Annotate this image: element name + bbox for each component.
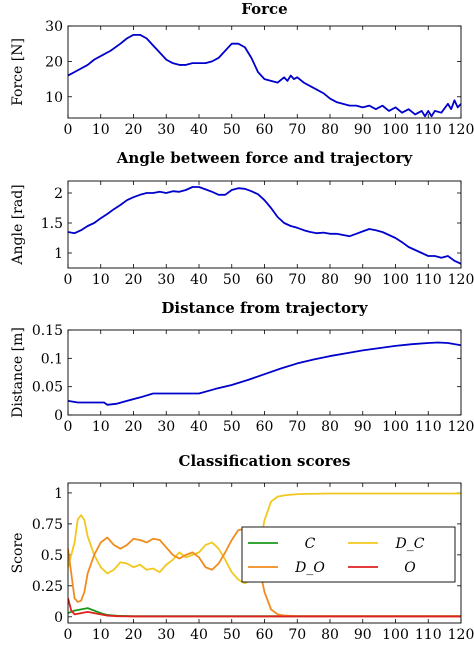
x-tick-label: 50 bbox=[223, 122, 241, 138]
legend-label-d-o: D_O bbox=[294, 560, 325, 576]
x-tick-label: 40 bbox=[190, 627, 208, 643]
y-tick-label: 1 bbox=[54, 486, 63, 502]
legend-label-c: C bbox=[305, 536, 316, 552]
series-line-2 bbox=[68, 186, 461, 265]
x-tick-label: 120 bbox=[448, 122, 474, 138]
series-line-c bbox=[68, 607, 461, 618]
x-tick-label: 30 bbox=[157, 122, 175, 138]
x-tick-label: 100 bbox=[382, 419, 409, 435]
chart-title: Force bbox=[241, 0, 287, 18]
x-tick-label: 10 bbox=[92, 122, 110, 138]
series-line-1 bbox=[68, 33, 461, 118]
y-axis-label: Score bbox=[10, 533, 26, 574]
x-tick-label: 10 bbox=[92, 419, 110, 435]
x-tick-label: 10 bbox=[92, 272, 110, 288]
chart-title: Angle between force and trajectory bbox=[116, 149, 414, 167]
x-tick-label: 100 bbox=[382, 122, 409, 138]
y-axis-label: Angle [rad] bbox=[10, 184, 26, 265]
y-tick-label: 0 bbox=[54, 610, 63, 626]
x-tick-label: 90 bbox=[354, 272, 372, 288]
x-tick-label: 80 bbox=[321, 419, 339, 435]
x-tick-label: 100 bbox=[382, 627, 409, 643]
x-tick-label: 70 bbox=[288, 272, 306, 288]
y-tick-label: 1 bbox=[54, 246, 63, 262]
x-tick-label: 20 bbox=[125, 272, 143, 288]
x-tick-label: 20 bbox=[125, 627, 143, 643]
x-tick-label: 40 bbox=[190, 272, 208, 288]
x-tick-label: 120 bbox=[448, 627, 474, 643]
y-axis-label: Force [N] bbox=[10, 38, 26, 106]
x-tick-label: 90 bbox=[354, 419, 372, 435]
x-tick-label: 80 bbox=[321, 627, 339, 643]
x-tick-label: 0 bbox=[64, 122, 73, 138]
y-tick-label: 0.05 bbox=[32, 380, 63, 396]
x-tick-label: 50 bbox=[223, 627, 241, 643]
x-tick-label: 0 bbox=[64, 627, 73, 643]
x-tick-label: 30 bbox=[157, 627, 175, 643]
x-tick-label: 70 bbox=[288, 419, 306, 435]
x-tick-label: 120 bbox=[448, 419, 474, 435]
x-tick-label: 20 bbox=[125, 122, 143, 138]
y-tick-label: 30 bbox=[45, 19, 63, 35]
y-tick-label: 0.15 bbox=[32, 323, 63, 339]
x-tick-label: 70 bbox=[288, 627, 306, 643]
x-tick-label: 10 bbox=[92, 627, 110, 643]
chart-panel-2: Angle between force and trajectory Angle … bbox=[10, 149, 474, 288]
x-tick-label: 60 bbox=[256, 627, 274, 643]
legend-label-d-c: D_C bbox=[395, 536, 425, 552]
x-tick-label: 110 bbox=[415, 122, 442, 138]
series-line-o bbox=[68, 597, 461, 618]
x-tick-label: 60 bbox=[256, 272, 274, 288]
y-tick-label: 0.75 bbox=[32, 517, 63, 533]
x-tick-label: 110 bbox=[415, 419, 442, 435]
x-tick-label: 90 bbox=[354, 627, 372, 643]
x-tick-label: 30 bbox=[157, 419, 175, 435]
y-tick-label: 10 bbox=[45, 90, 63, 106]
x-tick-label: 110 bbox=[415, 627, 442, 643]
y-tick-label: 0 bbox=[54, 408, 63, 424]
chart-panel-3: Distance from trajectory Distance [m] 0 10 2… bbox=[10, 299, 474, 435]
x-tick-label: 0 bbox=[64, 272, 73, 288]
x-tick-label: 120 bbox=[448, 272, 474, 288]
y-tick-label: 0.5 bbox=[41, 548, 63, 564]
y-axis-label: Distance [m] bbox=[10, 327, 26, 418]
legend-label-o: O bbox=[404, 560, 416, 576]
plot-frame bbox=[67, 180, 462, 269]
chart-title: Distance from trajectory bbox=[161, 299, 369, 317]
series-line-3 bbox=[68, 341, 461, 406]
x-tick-label: 70 bbox=[288, 122, 306, 138]
y-tick-label: 0.25 bbox=[32, 579, 63, 595]
plot-frame bbox=[67, 482, 462, 624]
y-tick-label: 2 bbox=[54, 186, 63, 202]
x-tick-label: 50 bbox=[223, 419, 241, 435]
y-tick-label: 20 bbox=[45, 54, 63, 70]
series-line-d-c bbox=[68, 492, 461, 585]
plot-frame bbox=[67, 329, 462, 416]
x-tick-label: 40 bbox=[190, 122, 208, 138]
x-tick-label: 80 bbox=[321, 122, 339, 138]
chart-title: Classification scores bbox=[179, 452, 351, 470]
series-line-d-o bbox=[68, 527, 461, 618]
legend: C D_C D_O O bbox=[241, 526, 456, 583]
x-tick-label: 90 bbox=[354, 122, 372, 138]
x-tick-label: 80 bbox=[321, 272, 339, 288]
x-tick-label: 100 bbox=[382, 272, 409, 288]
x-tick-label: 50 bbox=[223, 272, 241, 288]
plot-frame bbox=[67, 25, 462, 119]
legend-box bbox=[241, 526, 456, 583]
x-tick-label: 60 bbox=[256, 419, 274, 435]
x-tick-label: 40 bbox=[190, 419, 208, 435]
x-tick-label: 0 bbox=[64, 419, 73, 435]
y-tick-label: 1.5 bbox=[41, 216, 63, 232]
x-tick-label: 60 bbox=[256, 122, 274, 138]
y-tick-label: 0.1 bbox=[41, 351, 63, 367]
x-tick-label: 30 bbox=[157, 272, 175, 288]
x-tick-label: 20 bbox=[125, 419, 143, 435]
x-tick-label: 110 bbox=[415, 272, 442, 288]
